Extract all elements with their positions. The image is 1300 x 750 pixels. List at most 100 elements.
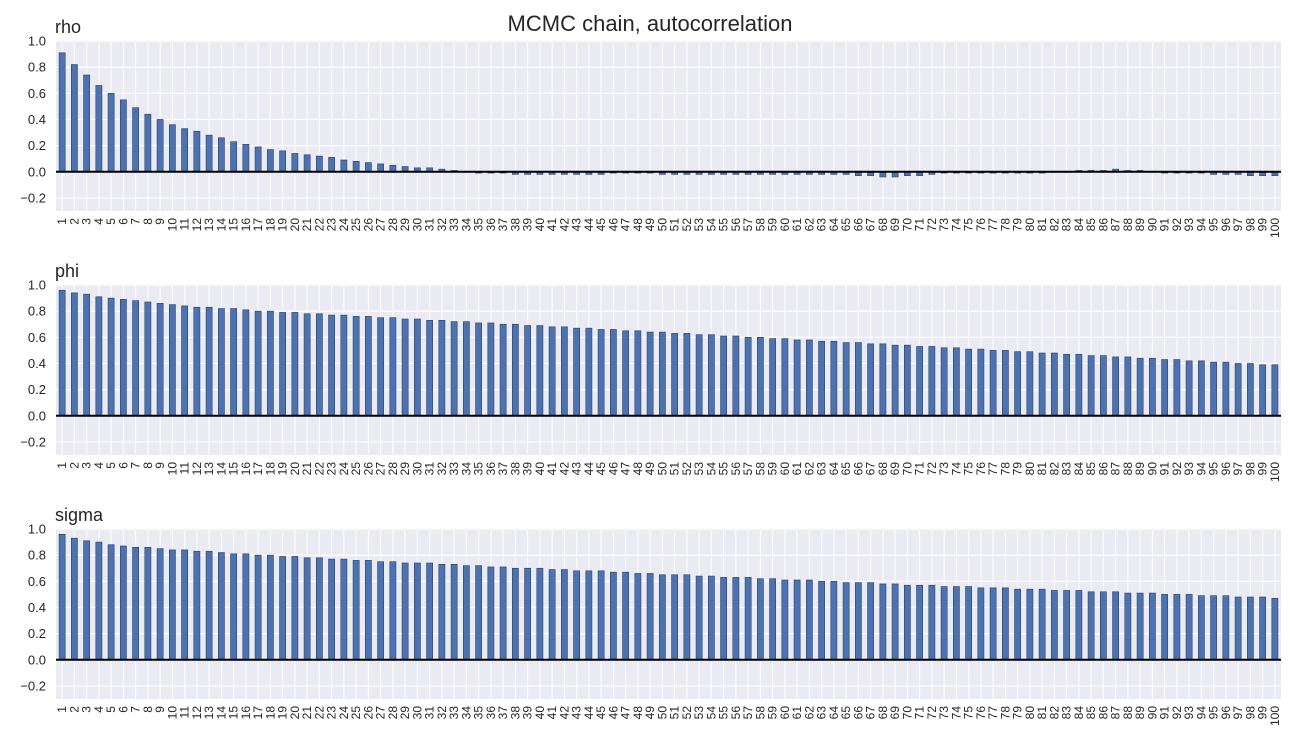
- bar-sigma-21: [303, 557, 311, 661]
- bar-rho-13: [205, 134, 213, 173]
- x-tick-label: 5: [104, 706, 118, 713]
- bar-phi-72: [928, 346, 936, 417]
- bar-phi-27: [377, 317, 384, 417]
- bar-phi-81: [1038, 352, 1046, 417]
- x-tick-label: 61: [790, 706, 804, 720]
- bar-phi-21: [303, 313, 311, 417]
- y-tick-label: 0.0: [28, 652, 46, 667]
- x-tick-label: 49: [643, 218, 657, 232]
- bar-rho-27: [377, 163, 384, 173]
- bar-phi-17: [254, 310, 262, 417]
- bar-sigma-53: [695, 575, 703, 661]
- x-tick-label: 27: [374, 462, 388, 476]
- x-tick-label: 34: [459, 462, 473, 476]
- y-tick-label: 0.8: [28, 60, 46, 75]
- x-tick-label: 10: [165, 218, 179, 232]
- bar-rho-4: [95, 85, 103, 173]
- y-tick-label: 0.4: [28, 112, 46, 127]
- x-tick-label: 25: [349, 462, 363, 476]
- x-tick-label: 95: [1207, 218, 1221, 232]
- x-tick-label: 12: [190, 706, 204, 720]
- bar-phi-16: [242, 309, 250, 417]
- x-tick-label: 83: [1060, 462, 1074, 476]
- y-tick-label: −0.2: [20, 434, 46, 449]
- bar-sigma-54: [708, 575, 715, 661]
- bar-rho-10: [169, 124, 176, 173]
- bar-sigma-38: [512, 567, 519, 661]
- bar-phi-23: [328, 314, 335, 417]
- bar-sigma-16: [242, 553, 250, 661]
- x-tick-label: 61: [790, 462, 804, 476]
- plot-background: [56, 529, 1281, 699]
- x-tick-label: 96: [1219, 218, 1233, 232]
- x-tick-label: 67: [864, 218, 878, 232]
- x-tick-label: 71: [913, 462, 927, 476]
- bar-sigma-7: [132, 547, 139, 661]
- x-tick-label: 13: [202, 462, 216, 476]
- bar-sigma-84: [1075, 590, 1083, 661]
- x-tick-label: 57: [741, 462, 755, 476]
- x-tick-label: 74: [949, 218, 963, 232]
- bar-sigma-63: [818, 581, 825, 661]
- x-tick-label: 96: [1219, 706, 1233, 720]
- x-tick-label: 39: [521, 218, 535, 232]
- x-tick-label: 17: [251, 706, 265, 720]
- x-tick-label: 18: [263, 218, 277, 232]
- x-tick-label: 94: [1194, 218, 1208, 232]
- x-tick-label: 19: [276, 462, 290, 476]
- x-tick-label: 5: [104, 218, 118, 225]
- bar-sigma-32: [438, 564, 446, 661]
- bar-phi-48: [634, 330, 642, 417]
- bar-rho-11: [181, 128, 188, 173]
- bar-phi-99: [1259, 364, 1266, 417]
- x-tick-label: 93: [1182, 706, 1196, 720]
- x-tick-label: 89: [1133, 706, 1147, 720]
- x-tick-label: 36: [484, 706, 498, 720]
- x-tick-label: 7: [129, 462, 143, 469]
- x-tick-label: 43: [570, 706, 584, 720]
- x-tick-label: 34: [459, 218, 473, 232]
- plot-background: [56, 41, 1281, 211]
- x-tick-label: 20: [288, 706, 302, 720]
- x-tick-label: 8: [141, 706, 155, 713]
- x-tick-label: 13: [202, 706, 216, 720]
- bar-sigma-18: [267, 554, 274, 661]
- x-tick-label: 98: [1243, 218, 1257, 232]
- x-tick-label: 47: [619, 462, 633, 476]
- x-tick-label: 23: [325, 218, 339, 232]
- x-tick-label: 70: [900, 218, 914, 232]
- x-tick-label: 81: [1035, 706, 1049, 720]
- x-tick-label: 22: [312, 706, 326, 720]
- x-tick-label: 38: [508, 218, 522, 232]
- x-tick-label: 80: [1023, 218, 1037, 232]
- x-tick-label: 6: [116, 462, 130, 469]
- bar-sigma-93: [1185, 594, 1193, 661]
- bar-phi-26: [365, 316, 372, 417]
- bar-sigma-20: [291, 556, 299, 661]
- x-tick-label: 98: [1243, 462, 1257, 476]
- bar-sigma-44: [585, 570, 593, 661]
- x-tick-label: 67: [864, 706, 878, 720]
- bar-rho-24: [340, 159, 348, 173]
- x-tick-label: 63: [815, 462, 829, 476]
- x-tick-label: 6: [116, 218, 130, 225]
- bar-sigma-12: [193, 550, 201, 661]
- x-tick-label: 51: [668, 218, 682, 232]
- x-tick-label: 28: [386, 462, 400, 476]
- bar-sigma-8: [144, 547, 152, 661]
- x-tick-label: 32: [435, 706, 449, 720]
- x-tick-label: 24: [337, 706, 351, 720]
- x-tick-label: 63: [815, 218, 829, 232]
- x-tick-label: 99: [1256, 462, 1270, 476]
- bar-sigma-41: [548, 569, 556, 661]
- bar-sigma-29: [401, 562, 409, 661]
- y-tick-label: 0.2: [28, 138, 46, 153]
- bar-phi-63: [818, 340, 825, 417]
- x-tick-label: 43: [570, 462, 584, 476]
- x-tick-label: 18: [263, 462, 277, 476]
- x-tick-label: 26: [361, 706, 375, 720]
- bar-phi-13: [205, 306, 213, 417]
- x-tick-label: 65: [839, 218, 853, 232]
- x-tick-label: 22: [312, 462, 326, 476]
- bar-phi-39: [524, 325, 531, 417]
